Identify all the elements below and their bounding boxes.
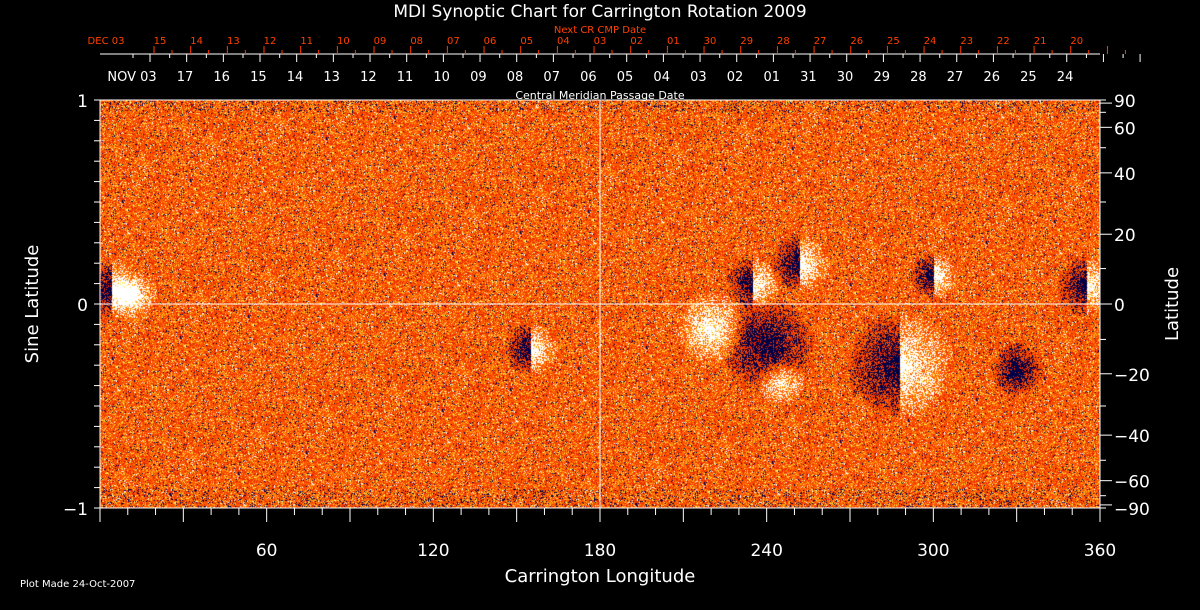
next-cr-date-label: 09 — [374, 36, 387, 47]
cmp-date-label: 29 — [873, 70, 890, 85]
cmp-date-label: 28 — [910, 70, 927, 85]
x-tick-label: 300 — [917, 541, 949, 561]
y-axis-label-right: Latitude — [1162, 267, 1183, 341]
y-right-tick-label: −20 — [1114, 366, 1150, 386]
next-cr-date-label: 04 — [557, 36, 570, 47]
cmp-date-label: 31 — [800, 70, 817, 85]
next-cr-date-label: 08 — [410, 36, 423, 47]
cmp-date-label: 11 — [397, 70, 414, 85]
next-cr-date-label: 27 — [814, 36, 827, 47]
next-cr-date-label: 28 — [777, 36, 790, 47]
cmp-date-label: 15 — [250, 70, 267, 85]
next-cr-date-label: 25 — [887, 36, 900, 47]
x-axis-label: Carrington Longitude — [505, 566, 696, 587]
cmp-date-label: 26 — [983, 70, 1000, 85]
next-cr-date-label: 24 — [924, 36, 937, 47]
y-left-tick-label: −1 — [63, 500, 88, 520]
cmp-date-label: 13 — [323, 70, 340, 85]
x-tick-label: 360 — [1084, 541, 1116, 561]
next-cr-date-label: 01 — [667, 36, 680, 47]
x-tick-label: 120 — [417, 541, 449, 561]
next-cr-date-label: 06 — [484, 36, 497, 47]
next-cr-date-label: 21 — [1034, 36, 1047, 47]
cmp-date-label: 02 — [727, 70, 744, 85]
next-cr-date-label: 02 — [630, 36, 643, 47]
next-cr-date-label: 22 — [997, 36, 1010, 47]
y-right-tick-label: 60 — [1114, 119, 1136, 139]
y-left-tick-label: 1 — [77, 92, 88, 112]
next-cr-date-label: 15 — [154, 36, 167, 47]
cmp-date-label: 09 — [470, 70, 487, 85]
next-cr-date-label: 20 — [1070, 36, 1083, 47]
next-cr-date-label: 12 — [264, 36, 277, 47]
cmp-date-label: 27 — [947, 70, 964, 85]
next-cr-date-label: 23 — [960, 36, 973, 47]
cmp-date-label: 04 — [653, 70, 670, 85]
next-cr-date-label: 11 — [300, 36, 313, 47]
y-left-tick-label: 0 — [77, 296, 88, 316]
next-cr-date-label: 10 — [337, 36, 350, 47]
cmp-date-label: 12 — [360, 70, 377, 85]
cmp-date-label: 06 — [580, 70, 597, 85]
next-cr-label: Next CR CMP Date — [554, 25, 646, 36]
x-tick-label: 180 — [584, 541, 616, 561]
cmp-date-label: 16 — [213, 70, 230, 85]
cmp-date-label: 05 — [617, 70, 634, 85]
y-axis-label-left: Sine Latitude — [22, 245, 43, 364]
y-right-tick-label: 90 — [1114, 92, 1136, 112]
next-cr-date-label: DEC 03 — [88, 36, 125, 47]
cmp-date-label: 01 — [763, 70, 780, 85]
y-right-tick-label: −60 — [1114, 473, 1150, 493]
cmp-date-label: 30 — [837, 70, 854, 85]
cmp-date-label: 08 — [507, 70, 524, 85]
next-cr-date-label: 13 — [227, 36, 240, 47]
next-cr-date-label: 26 — [850, 36, 863, 47]
cmp-date-label: 10 — [433, 70, 450, 85]
y-right-tick-label: 20 — [1114, 226, 1136, 246]
plot-made-label: Plot Made 24-Oct-2007 — [20, 579, 136, 590]
cmp-date-label: NOV 03 — [107, 70, 156, 85]
y-right-tick-label: 40 — [1114, 165, 1136, 185]
cmp-date-label: 17 — [177, 70, 194, 85]
next-cr-date-label: 07 — [447, 36, 460, 47]
cmp-date-label: 07 — [543, 70, 560, 85]
next-cr-date-label: 30 — [704, 36, 717, 47]
y-right-tick-label: 0 — [1114, 296, 1125, 316]
y-right-tick-label: −90 — [1114, 500, 1150, 520]
x-tick-label: 60 — [256, 541, 278, 561]
x-tick-label: 240 — [750, 541, 782, 561]
top-axis-label: Central Meridian Passage Date — [515, 89, 684, 102]
y-right-tick-label: −40 — [1114, 427, 1150, 447]
cmp-date-label: 03 — [690, 70, 707, 85]
cmp-date-label: 14 — [287, 70, 304, 85]
next-cr-date-label: 05 — [520, 36, 533, 47]
chart-title: MDI Synoptic Chart for Carrington Rotati… — [393, 2, 806, 22]
cmp-date-label: 24 — [1057, 70, 1074, 85]
next-cr-date-label: 03 — [594, 36, 607, 47]
next-cr-date-label: 29 — [740, 36, 753, 47]
cmp-date-label: 25 — [1020, 70, 1037, 85]
next-cr-date-label: 14 — [190, 36, 203, 47]
